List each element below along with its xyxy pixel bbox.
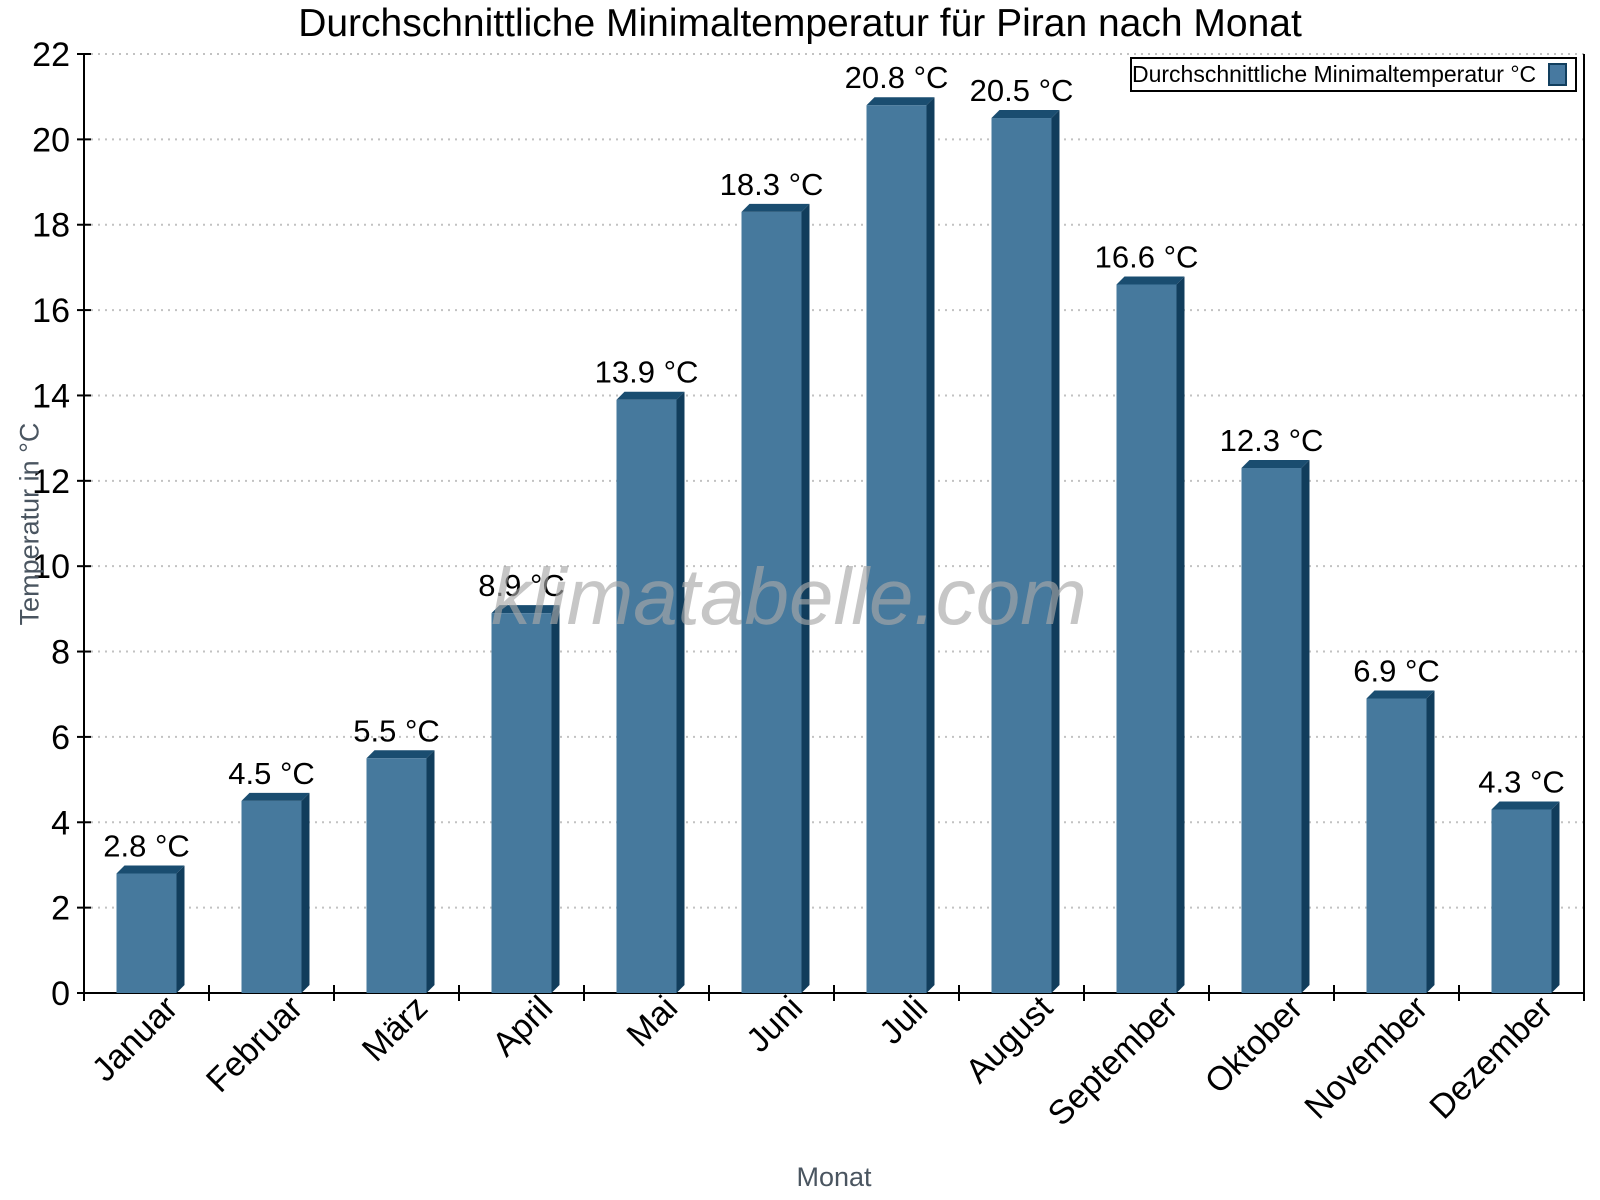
bar-oktober (1241, 460, 1310, 993)
x-tick-label: Februar (199, 989, 310, 1100)
bar-side-face (1551, 801, 1560, 993)
bar-februar (241, 792, 310, 993)
bar-top-face (1116, 276, 1185, 285)
bar-front-face (366, 758, 427, 993)
y-tick-label: 6 (51, 719, 70, 757)
bar-januar (116, 865, 185, 993)
bar-mai (616, 391, 685, 993)
bar-side-face (926, 97, 935, 993)
bar-juli (866, 97, 935, 993)
x-axis-title: Monat (796, 1162, 872, 1192)
bar-side-face (1301, 460, 1310, 993)
bar-september (1116, 276, 1185, 993)
bar-side-face (176, 865, 185, 993)
y-tick-label: 8 (51, 634, 70, 672)
bar-august (991, 110, 1060, 994)
bar-front-face (491, 613, 552, 993)
bar-side-face (1426, 690, 1435, 993)
legend-label: Durchschnittliche Minimaltemperatur °C (1132, 61, 1537, 87)
value-label: 2.8 °C (103, 828, 190, 863)
y-tick-label: 10 (32, 548, 70, 586)
bar-top-face (241, 792, 310, 801)
bar-side-face (426, 750, 435, 993)
bar-front-face (616, 399, 677, 993)
chart-title: Durchschnittliche Minimaltemperatur für … (298, 2, 1302, 45)
bar-top-face (366, 750, 435, 759)
bar-side-face (301, 792, 310, 993)
bar-front-face (116, 873, 177, 993)
bar-dezember (1491, 801, 1560, 993)
bar-front-face (1116, 284, 1177, 993)
y-tick-label: 12 (32, 463, 70, 501)
y-tick-label: 18 (32, 207, 70, 245)
value-label: 13.9 °C (595, 355, 699, 390)
x-tick-label: Juli (872, 989, 935, 1052)
value-label: 20.5 °C (970, 73, 1074, 108)
y-tick-label: 14 (32, 377, 70, 415)
x-tick-label: April (485, 989, 560, 1064)
bar-top-face (741, 203, 810, 212)
bar-top-face (616, 391, 685, 400)
x-tick-label: Januar (85, 989, 185, 1089)
bar-front-face (241, 800, 302, 993)
value-label: 6.9 °C (1353, 653, 1440, 688)
value-label: 12.3 °C (1220, 423, 1324, 458)
value-label: 4.3 °C (1478, 764, 1565, 799)
y-axis-title: Temperatur in °C (14, 422, 45, 626)
bar-top-face (116, 865, 185, 874)
bar-top-face (1241, 460, 1310, 469)
bar-april (491, 605, 560, 993)
x-tick-label: September (1041, 989, 1185, 1133)
bar-juni (741, 203, 810, 993)
bar-top-face (1366, 690, 1435, 699)
value-label: 18.3 °C (720, 167, 824, 202)
bar-front-face (991, 118, 1052, 994)
x-tick-label: Dezember (1422, 989, 1560, 1127)
bar-side-face (676, 391, 685, 993)
bar-side-face (801, 203, 810, 993)
legend-box: Durchschnittliche Minimaltemperatur °C (1130, 57, 1577, 92)
value-label: 16.6 °C (1095, 239, 1199, 274)
bar-front-face (741, 211, 802, 993)
x-tick-label: November (1297, 989, 1435, 1127)
x-tick-label: März (355, 989, 435, 1069)
bar-top-face (866, 97, 935, 106)
value-label: 20.8 °C (845, 60, 949, 95)
bar-märz (366, 750, 435, 993)
y-tick-label: 2 (51, 890, 70, 928)
bar-november (1366, 690, 1435, 993)
y-tick-label: 4 (51, 804, 70, 842)
bar-top-face (1491, 801, 1560, 810)
bar-side-face (1176, 276, 1185, 993)
bar-front-face (1241, 468, 1302, 993)
bar-front-face (1366, 698, 1427, 993)
x-tick-label: August (958, 988, 1060, 1090)
bar-top-face (991, 110, 1060, 119)
value-label: 4.5 °C (228, 756, 315, 791)
bar-front-face (866, 105, 927, 993)
y-tick-label: 0 (51, 975, 70, 1013)
x-tick-label: Mai (620, 989, 686, 1055)
bar-top-face (491, 605, 560, 614)
bar-side-face (551, 605, 560, 993)
y-tick-label: 16 (32, 292, 70, 330)
value-label: 8.9 °C (478, 568, 565, 603)
x-tick-label: Oktober (1198, 989, 1310, 1101)
x-tick-label: Juni (739, 989, 810, 1060)
y-tick-label: 22 (32, 36, 70, 74)
bar-front-face (1491, 809, 1552, 993)
legend-swatch-icon (1548, 63, 1567, 86)
y-tick-label: 20 (32, 121, 70, 159)
bar-side-face (1051, 110, 1060, 994)
value-label: 5.5 °C (353, 713, 440, 748)
